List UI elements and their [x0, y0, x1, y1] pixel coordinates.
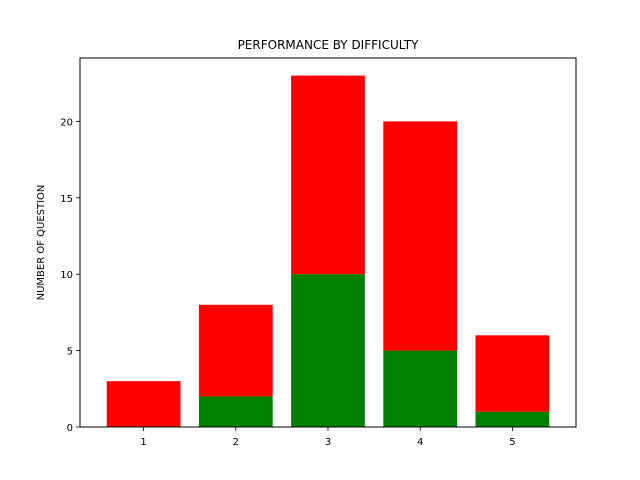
bar-series-1-category-4	[383, 350, 458, 427]
bar-series-1-category-5	[475, 411, 550, 427]
bar-series-2-category-2	[198, 304, 273, 397]
bar-series-2-category-3	[291, 75, 365, 275]
y-tick-label-10: 10	[60, 270, 73, 281]
y-tick-label-5: 5	[67, 347, 73, 358]
y-tick-label-15: 15	[60, 194, 73, 205]
bar-series-2-category-4	[383, 121, 458, 351]
bar-series-1-category-2	[198, 396, 273, 427]
x-tick-label-2: 2	[233, 437, 239, 448]
x-tick-label-5: 5	[509, 437, 515, 448]
bar-series-2-category-5	[475, 335, 550, 412]
y-axis-label: NUMBER OF QUESTION	[36, 185, 47, 301]
x-tick-label-1: 1	[140, 437, 146, 448]
y-tick-label-0: 0	[67, 423, 73, 434]
axes-group: 1 2 3 4 5 0 5 10 15 20	[60, 57, 577, 448]
x-tick-label-4: 4	[417, 437, 423, 448]
bar-series-1-category-3	[291, 274, 365, 427]
y-tick-label-20: 20	[60, 117, 73, 128]
x-tick-label-3: 3	[325, 437, 331, 448]
bars-group	[106, 75, 550, 427]
chart-title: PERFORMANCE BY DIFFICULTY	[238, 38, 420, 52]
bar-series-2-category-1	[106, 381, 181, 427]
